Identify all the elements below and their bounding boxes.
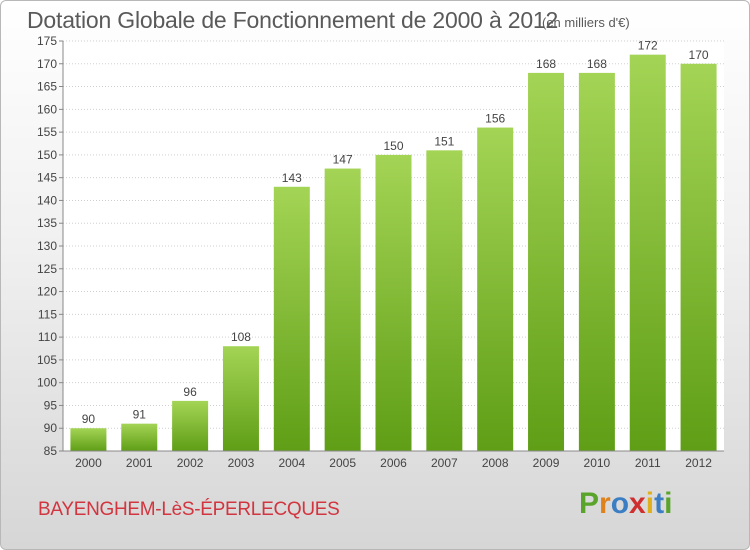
data-label: 96 xyxy=(183,385,197,399)
x-tick-label: 2006 xyxy=(380,456,407,470)
y-tick-label: 135 xyxy=(37,216,57,230)
logo-letter: i xyxy=(664,487,673,520)
logo-letter: t xyxy=(654,487,665,520)
x-axis-ticks: 2000 2001 2002 2003 2004 2005 2006 2007 2008 2009… xyxy=(75,456,712,470)
y-tick-label: 90 xyxy=(44,421,58,435)
data-label: 151 xyxy=(434,134,454,148)
bar xyxy=(578,72,615,451)
bar xyxy=(324,168,361,452)
x-tick-label: 2007 xyxy=(431,456,458,470)
commune-name: BAYENGHEM-LèS-ÉPERLECQUES xyxy=(38,499,340,520)
bar xyxy=(680,63,717,452)
y-tick-label: 145 xyxy=(37,171,57,185)
y-tick-label: 85 xyxy=(44,444,58,458)
y-tick-label: 130 xyxy=(37,239,57,253)
x-tick-label: 2003 xyxy=(228,456,255,470)
logo-letter: o xyxy=(610,487,630,520)
y-tick-label: 125 xyxy=(37,262,57,276)
y-tick-label: 140 xyxy=(37,193,57,207)
bars xyxy=(70,54,717,452)
bar xyxy=(426,150,463,452)
bar xyxy=(477,127,514,452)
logo-letter: r xyxy=(599,487,611,520)
x-tick-label: 2004 xyxy=(278,456,305,470)
x-tick-label: 2005 xyxy=(329,456,356,470)
bar xyxy=(273,186,310,451)
y-tick-label: 155 xyxy=(37,125,57,139)
data-label: 168 xyxy=(536,57,556,71)
data-label: 150 xyxy=(383,139,403,153)
bar xyxy=(172,400,209,451)
data-label: 168 xyxy=(587,57,607,71)
chart-subtitle: (en milliers d'€) xyxy=(542,15,630,30)
y-tick-label: 110 xyxy=(38,330,57,344)
x-tick-label: 2001 xyxy=(126,456,153,470)
y-tick-label: 150 xyxy=(37,148,57,162)
data-label: 91 xyxy=(133,408,147,422)
y-tick-label: 95 xyxy=(44,398,58,412)
y-axis-ticks: 85 90 95 100 105 110 115 120 125 130 135 140 145 150 1… xyxy=(37,34,63,458)
y-tick-label: 160 xyxy=(37,102,57,116)
x-tick-label: 2009 xyxy=(533,456,560,470)
logo-letter: x xyxy=(629,487,646,520)
logo-letter: P xyxy=(579,487,600,520)
x-tick-label: 2012 xyxy=(685,456,712,470)
x-tick-label: 2011 xyxy=(635,456,661,470)
x-tick-label: 2002 xyxy=(177,456,204,470)
y-tick-label: 120 xyxy=(37,285,57,299)
x-tick-label: 2010 xyxy=(584,456,611,470)
x-tick-label: 2000 xyxy=(75,456,102,470)
y-tick-label: 115 xyxy=(38,307,57,321)
bar xyxy=(121,423,158,451)
data-label: 143 xyxy=(282,171,302,185)
logo-letter: i xyxy=(645,487,655,520)
bar xyxy=(375,154,412,451)
data-label: 156 xyxy=(485,112,505,126)
data-label: 108 xyxy=(231,330,251,344)
data-label: 170 xyxy=(689,48,709,62)
y-tick-label: 170 xyxy=(37,57,57,71)
y-tick-label: 175 xyxy=(37,34,57,48)
data-label: 172 xyxy=(638,39,658,53)
data-label: 147 xyxy=(333,153,353,167)
chart-title: Dotation Globale de Fonctionnement de 20… xyxy=(27,7,559,33)
bar xyxy=(528,72,565,451)
bar xyxy=(222,346,259,451)
bar xyxy=(629,54,666,452)
x-tick-label: 2008 xyxy=(482,456,509,470)
bar xyxy=(70,428,107,451)
data-labels: 90 91 96 108 143 147 150 151 156 168 168 172 170 xyxy=(82,39,709,427)
y-tick-label: 165 xyxy=(37,80,57,94)
y-tick-label: 100 xyxy=(37,376,57,390)
y-tick-label: 105 xyxy=(37,353,57,367)
proxiti-logo: Proxiti xyxy=(579,487,672,521)
data-label: 90 xyxy=(82,412,96,426)
